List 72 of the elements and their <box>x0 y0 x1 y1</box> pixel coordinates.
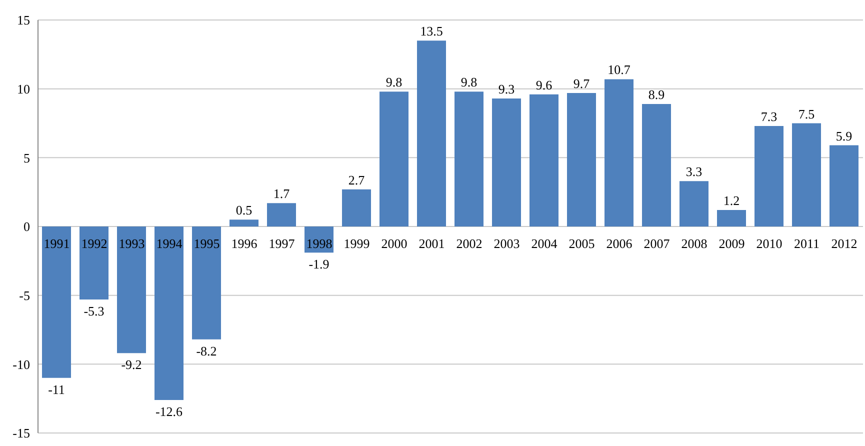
x-tick-label: 2001 <box>418 236 445 251</box>
x-tick-label: 2008 <box>681 236 708 251</box>
y-tick-label: 10 <box>17 81 30 96</box>
data-label: 0.5 <box>236 202 252 218</box>
bar <box>154 226 184 400</box>
x-tick-label: 2000 <box>381 236 408 251</box>
x-tick-label: 1999 <box>344 236 370 251</box>
data-label: 9.6 <box>536 77 553 92</box>
x-tick-label: 2003 <box>494 236 520 251</box>
bar <box>80 226 108 300</box>
x-tick-label: 2006 <box>606 236 633 251</box>
x-tick-label: 2012 <box>831 236 858 251</box>
x-tick-label: 1993 <box>118 236 145 251</box>
bar <box>830 145 858 226</box>
data-label: -1.9 <box>308 256 330 272</box>
bar <box>680 181 708 226</box>
data-label: 2.7 <box>348 172 366 188</box>
y-tick-label: 15 <box>17 12 30 28</box>
bar <box>530 94 558 226</box>
bar <box>717 210 746 226</box>
bar <box>754 126 784 226</box>
x-tick-label: 2007 <box>644 236 670 251</box>
bar <box>380 92 408 226</box>
data-label: 1.7 <box>273 186 290 202</box>
bar <box>492 98 521 226</box>
bar <box>417 40 446 226</box>
y-tick-label: -15 <box>12 426 30 441</box>
bar <box>567 92 596 226</box>
bar <box>267 203 296 226</box>
data-label: 9.8 <box>460 74 478 90</box>
data-label: 8.9 <box>648 86 665 102</box>
data-label: -11 <box>48 382 65 397</box>
y-tick-label: 0 <box>24 219 30 234</box>
bar <box>642 104 671 226</box>
bar <box>117 226 146 354</box>
data-label: 7.3 <box>760 109 778 124</box>
x-tick-label: 2011 <box>794 236 820 251</box>
bar <box>192 226 221 340</box>
y-tick-label: -10 <box>12 356 30 372</box>
data-label: 1.2 <box>723 192 740 208</box>
data-label: -5.3 <box>84 303 104 318</box>
data-label: 3.3 <box>686 164 702 180</box>
x-tick-label: 1996 <box>231 236 258 251</box>
x-tick-label: 1994 <box>156 236 183 251</box>
bar <box>604 79 634 226</box>
x-tick-label: 1997 <box>268 236 296 251</box>
x-tick-label: 2010 <box>756 236 782 251</box>
x-tick-label: 1992 <box>81 236 108 251</box>
bar <box>792 123 821 226</box>
data-label: 10.7 <box>608 62 631 78</box>
x-tick-label: 1991 <box>44 236 70 251</box>
x-tick-label: 1998 <box>306 236 332 251</box>
y-tick-label: -5 <box>19 288 30 303</box>
data-label: 13.5 <box>420 24 443 39</box>
x-tick-label: 2009 <box>718 236 745 251</box>
bar <box>342 189 371 226</box>
data-label: 9.8 <box>386 74 402 90</box>
x-tick-label: 2005 <box>568 236 595 251</box>
data-label: -8.2 <box>196 343 217 358</box>
data-label: 5.9 <box>836 128 852 144</box>
x-tick-label: 2002 <box>456 236 482 251</box>
x-tick-label: 2004 <box>531 236 558 251</box>
bar <box>230 220 258 226</box>
bar <box>42 226 71 378</box>
data-label: 9.7 <box>573 76 590 91</box>
data-label: -9.2 <box>121 357 142 372</box>
x-tick-label: 1995 <box>194 236 220 251</box>
data-label: 7.5 <box>798 106 815 122</box>
bar <box>454 92 484 226</box>
y-tick-label: 5 <box>24 150 30 166</box>
data-label: 9.3 <box>498 81 515 96</box>
data-label: -12.6 <box>155 404 184 419</box>
